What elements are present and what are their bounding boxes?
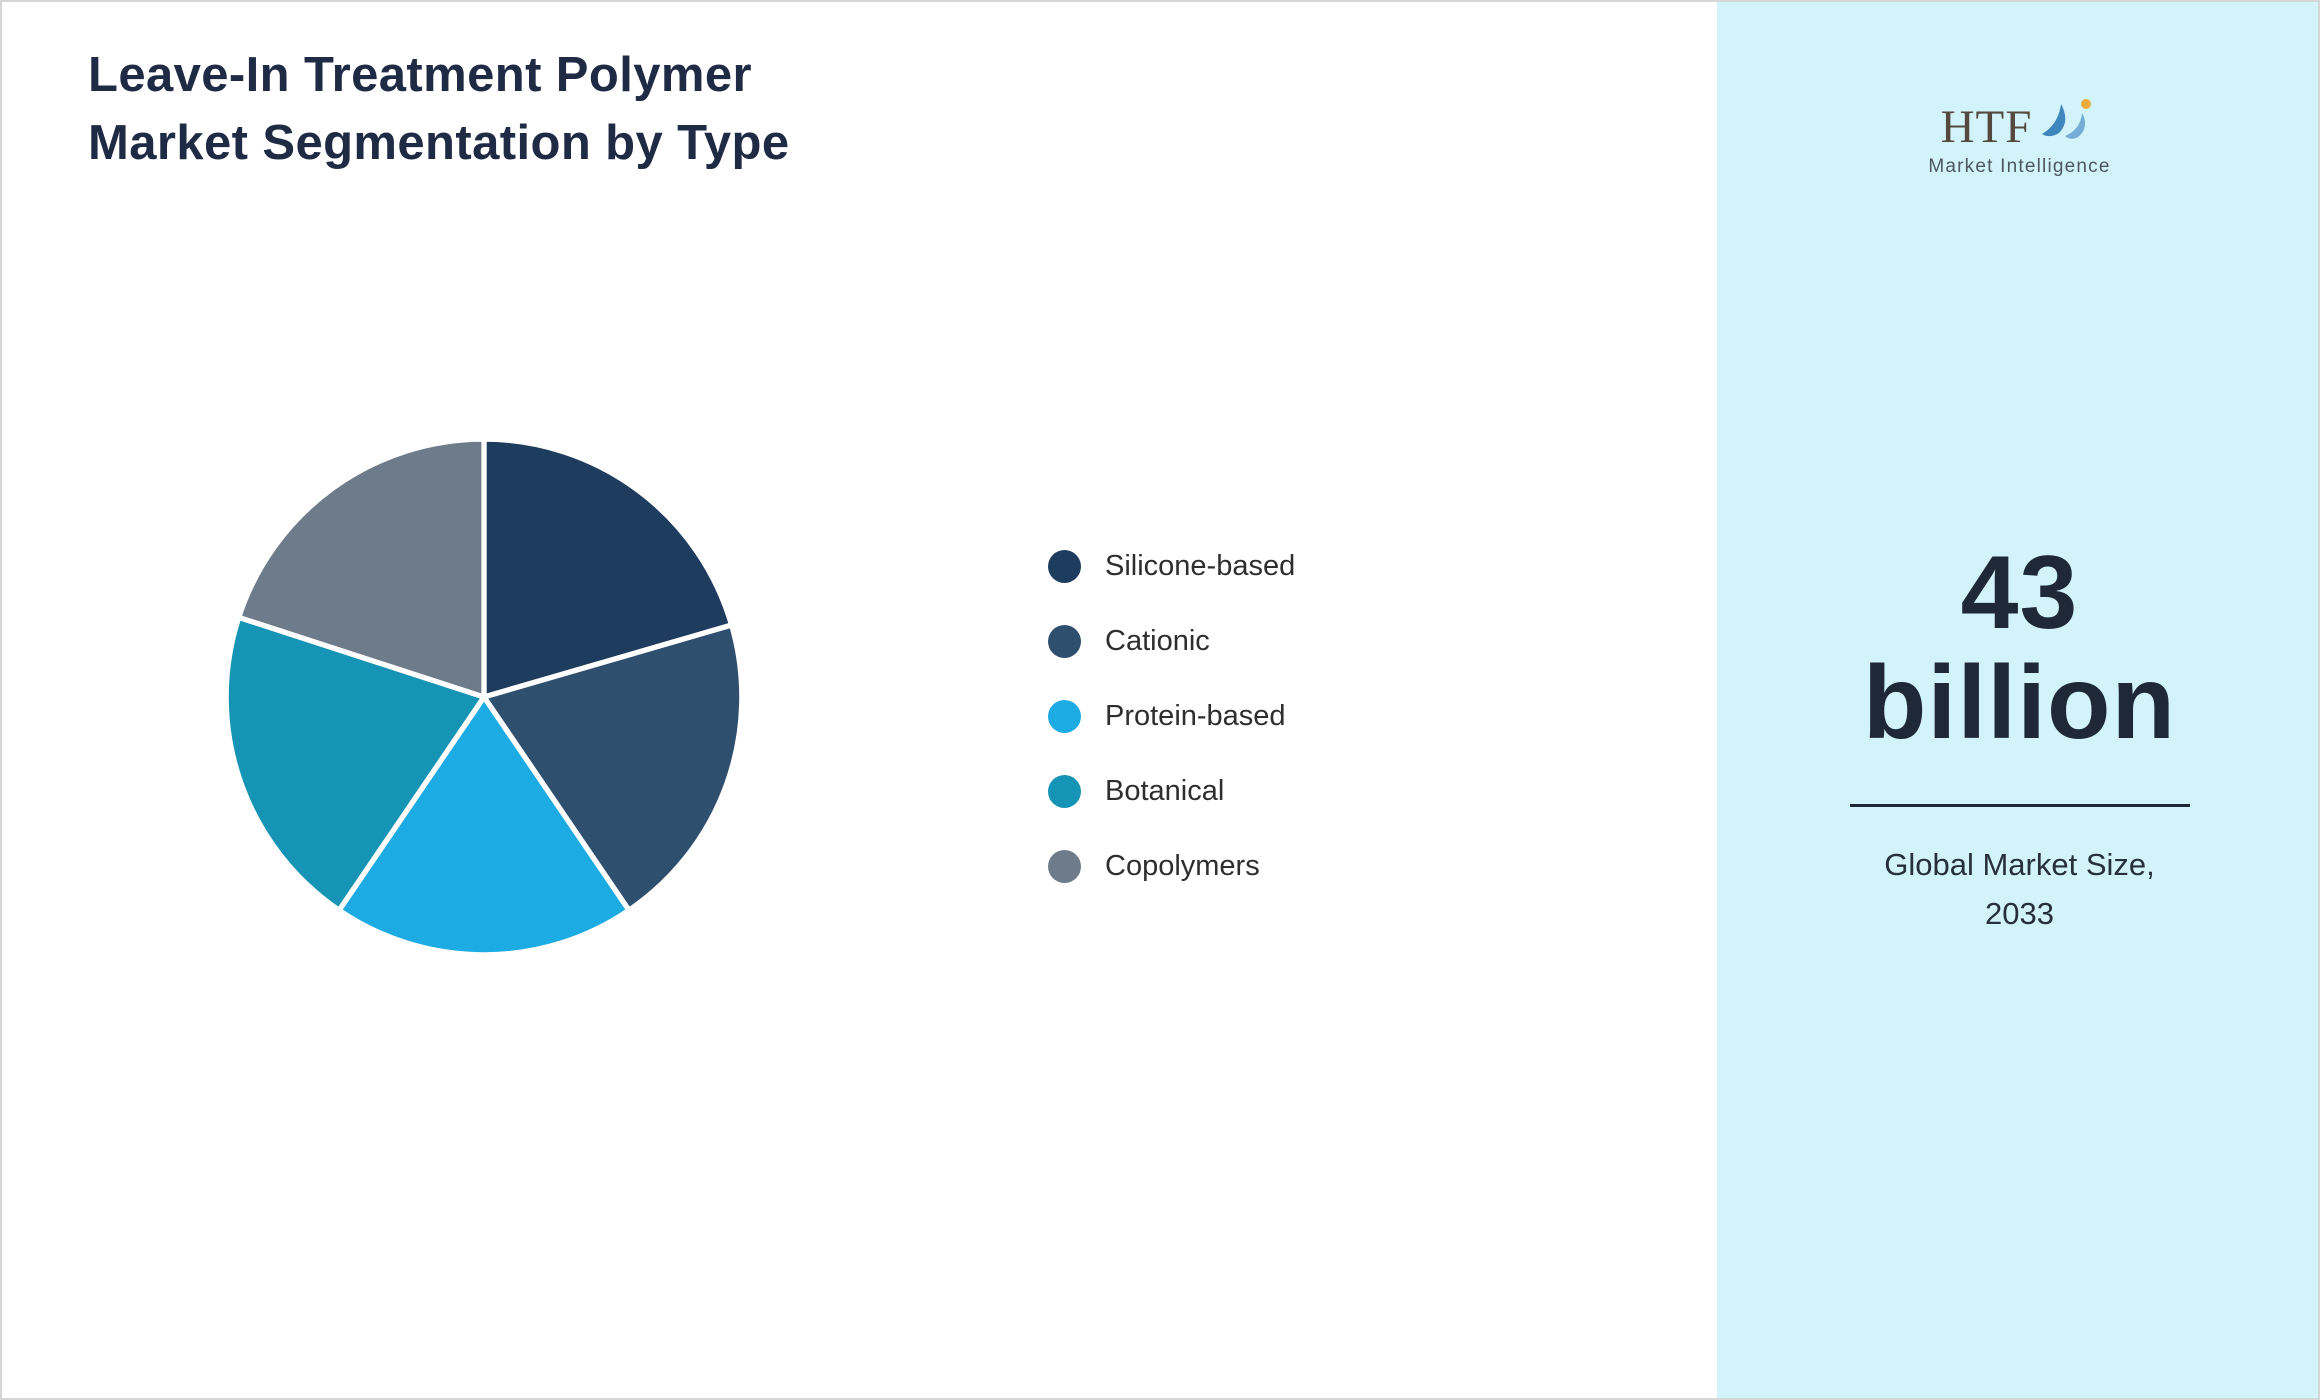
stat-label: Global Market Size, 2033	[1717, 841, 2318, 937]
legend-swatch	[1048, 774, 1081, 808]
stat-label-line-2: 2033	[1985, 895, 2054, 931]
dolphin-wave-icon	[2036, 92, 2098, 151]
legend-swatch	[1048, 849, 1081, 883]
stat-value-line-1: 43	[1960, 535, 2079, 651]
chart-legend: Silicone-based Cationic Protein-based Bo…	[1048, 544, 1295, 888]
pie-slice-copolymers	[236, 436, 487, 700]
legend-label: Protein-based	[1105, 699, 1286, 732]
stat-divider	[1849, 804, 2190, 808]
legend-swatch	[1048, 549, 1081, 583]
page-title-line-2: Market Segmentation by Type	[88, 115, 790, 170]
page-title: Leave-In Treatment Polymer Market Segmen…	[88, 42, 790, 177]
legend-item: Protein-based	[1048, 694, 1295, 738]
pie-chart-container	[204, 417, 764, 977]
legend-item: Copolymers	[1048, 844, 1295, 888]
htf-logo-text: HTF	[1940, 101, 2033, 153]
pie-slice-silicone-based	[481, 436, 735, 700]
legend-swatch	[1048, 699, 1081, 733]
sidebar: HTF Market Intelligence 43 billion Globa…	[1717, 2, 2318, 1398]
pie-chart	[223, 436, 745, 958]
stat-value: 43 billion	[1717, 535, 2318, 762]
legend-item: Cationic	[1048, 619, 1295, 663]
htf-logo-subtext: Market Intelligence	[1928, 156, 2111, 177]
htf-logo: HTF Market Intelligence	[1717, 92, 2318, 178]
pie-slice-protein-based	[336, 694, 632, 958]
legend-label: Botanical	[1105, 774, 1225, 807]
legend-label: Copolymers	[1105, 849, 1260, 882]
legend-swatch	[1048, 624, 1081, 658]
legend-label: Silicone-based	[1105, 549, 1296, 582]
pie-slice-botanical	[223, 614, 487, 913]
stat-value-line-2: billion	[1862, 645, 2177, 762]
legend-item: Silicone-based	[1048, 544, 1295, 588]
legend-item: Botanical	[1048, 769, 1295, 813]
market-size-stat: 43 billion Global Market Size, 2033	[1717, 535, 2318, 938]
page-title-line-1: Leave-In Treatment Polymer	[88, 48, 752, 102]
htf-logo-top: HTF	[1717, 92, 2318, 153]
legend-label: Cationic	[1105, 624, 1210, 657]
pie-slice-cationic	[481, 622, 745, 913]
stat-label-line-1: Global Market Size,	[1884, 847, 2155, 883]
